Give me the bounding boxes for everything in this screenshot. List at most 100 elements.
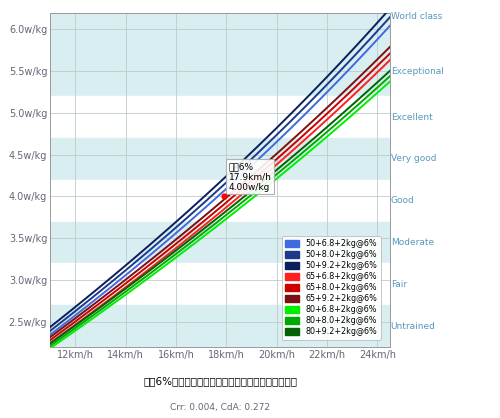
50+6.8+2kg@6% xyxy=(250,162,256,167)
Bar xyxy=(50,138,390,180)
80+9.2+2kg@6% xyxy=(255,183,261,188)
Line: 50+9.2+2kg@6%: 50+9.2+2kg@6% xyxy=(50,8,390,327)
50+6.8+2kg@6% xyxy=(48,331,54,336)
65+9.2+2kg@6% xyxy=(250,173,256,178)
65+9.2+2kg@6% xyxy=(387,44,393,49)
50+9.2+2kg@6% xyxy=(355,41,361,46)
Text: 勾配6%を登坂する際に装備重量と体重が及ぼす影響: 勾配6%を登坂する際に装備重量と体重が及ぼす影響 xyxy=(143,377,297,387)
65+8.0+2kg@6% xyxy=(387,51,393,56)
65+6.8+2kg@6% xyxy=(48,340,54,345)
65+9.2+2kg@6% xyxy=(48,334,54,339)
50+9.2+2kg@6% xyxy=(47,325,53,330)
65+9.2+2kg@6% xyxy=(355,76,361,81)
50+8.0+2kg@6% xyxy=(48,328,54,333)
Bar xyxy=(50,180,390,222)
Line: 80+9.2+2kg@6%: 80+9.2+2kg@6% xyxy=(50,71,390,344)
80+6.8+2kg@6% xyxy=(255,191,261,196)
80+8.0+2kg@6% xyxy=(48,343,54,348)
50+8.0+2kg@6% xyxy=(334,72,340,77)
80+6.8+2kg@6% xyxy=(387,79,393,84)
Text: Excellent: Excellent xyxy=(390,112,432,122)
50+8.0+2kg@6% xyxy=(355,49,361,54)
65+8.0+2kg@6% xyxy=(334,102,340,107)
80+8.0+2kg@6% xyxy=(248,192,254,197)
80+9.2+2kg@6% xyxy=(387,68,393,73)
Line: 65+6.8+2kg@6%: 65+6.8+2kg@6% xyxy=(50,60,390,343)
80+8.0+2kg@6% xyxy=(387,74,393,79)
80+6.8+2kg@6% xyxy=(250,196,256,201)
80+8.0+2kg@6% xyxy=(47,344,53,349)
65+8.0+2kg@6% xyxy=(248,179,254,184)
80+6.8+2kg@6% xyxy=(47,346,53,351)
50+8.0+2kg@6% xyxy=(255,150,261,155)
Line: 65+9.2+2kg@6%: 65+9.2+2kg@6% xyxy=(50,47,390,337)
Legend: 50+6.8+2kg@6%, 50+8.0+2kg@6%, 50+9.2+2kg@6%, 65+6.8+2kg@6%, 65+8.0+2kg@6%, 65+9.: 50+6.8+2kg@6%, 50+8.0+2kg@6%, 50+9.2+2kg… xyxy=(282,236,381,339)
65+6.8+2kg@6% xyxy=(255,178,261,183)
Bar xyxy=(50,96,390,138)
50+8.0+2kg@6% xyxy=(47,329,53,334)
80+8.0+2kg@6% xyxy=(255,187,261,192)
65+9.2+2kg@6% xyxy=(255,168,261,173)
65+9.2+2kg@6% xyxy=(47,335,53,340)
50+6.8+2kg@6% xyxy=(248,163,254,168)
Text: Untrained: Untrained xyxy=(390,321,436,331)
80+9.2+2kg@6% xyxy=(47,341,53,346)
80+6.8+2kg@6% xyxy=(48,345,54,350)
Text: Exceptional: Exceptional xyxy=(390,66,444,76)
50+8.0+2kg@6% xyxy=(250,155,256,161)
65+9.2+2kg@6% xyxy=(334,96,340,101)
50+6.8+2kg@6% xyxy=(355,57,361,62)
65+9.2+2kg@6% xyxy=(248,173,254,178)
80+9.2+2kg@6% xyxy=(48,340,54,345)
Bar xyxy=(50,263,390,305)
50+8.0+2kg@6% xyxy=(248,157,254,162)
50+9.2+2kg@6% xyxy=(250,149,256,154)
Bar xyxy=(50,46,390,96)
80+9.2+2kg@6% xyxy=(355,97,361,102)
65+6.8+2kg@6% xyxy=(387,58,393,63)
80+8.0+2kg@6% xyxy=(334,121,340,126)
Text: Fair: Fair xyxy=(390,280,407,289)
Text: Very good: Very good xyxy=(390,154,436,163)
Text: World class: World class xyxy=(390,12,442,21)
65+8.0+2kg@6% xyxy=(355,82,361,87)
50+6.8+2kg@6% xyxy=(334,80,340,85)
50+8.0+2kg@6% xyxy=(387,15,393,20)
Text: 勾配6%
17.9km/h
4.00w/kg: 勾配6% 17.9km/h 4.00w/kg xyxy=(229,162,272,192)
Line: 80+6.8+2kg@6%: 80+6.8+2kg@6% xyxy=(50,82,390,348)
65+6.8+2kg@6% xyxy=(355,88,361,93)
Bar xyxy=(50,305,390,347)
50+9.2+2kg@6% xyxy=(48,324,54,329)
Line: 65+8.0+2kg@6%: 65+8.0+2kg@6% xyxy=(50,54,390,340)
65+6.8+2kg@6% xyxy=(47,341,53,346)
Line: 50+6.8+2kg@6%: 50+6.8+2kg@6% xyxy=(50,25,390,335)
65+6.8+2kg@6% xyxy=(250,183,256,188)
50+6.8+2kg@6% xyxy=(387,23,393,28)
80+8.0+2kg@6% xyxy=(355,102,361,107)
50+9.2+2kg@6% xyxy=(387,6,393,11)
65+8.0+2kg@6% xyxy=(250,178,256,183)
50+9.2+2kg@6% xyxy=(255,143,261,148)
Line: 80+8.0+2kg@6%: 80+8.0+2kg@6% xyxy=(50,76,390,346)
Bar xyxy=(50,0,390,46)
Text: Moderate: Moderate xyxy=(390,238,434,247)
65+6.8+2kg@6% xyxy=(248,184,254,189)
Bar xyxy=(50,222,390,263)
Text: Crr: 0.004, CdA: 0.272: Crr: 0.004, CdA: 0.272 xyxy=(170,403,270,412)
50+6.8+2kg@6% xyxy=(255,157,261,162)
80+6.8+2kg@6% xyxy=(334,126,340,131)
50+9.2+2kg@6% xyxy=(248,150,254,155)
Text: Good: Good xyxy=(390,196,414,205)
80+6.8+2kg@6% xyxy=(355,107,361,112)
50+6.8+2kg@6% xyxy=(47,332,53,337)
65+8.0+2kg@6% xyxy=(48,337,54,342)
50+9.2+2kg@6% xyxy=(334,64,340,69)
65+6.8+2kg@6% xyxy=(334,108,340,113)
65+8.0+2kg@6% xyxy=(255,173,261,178)
Line: 50+8.0+2kg@6%: 50+8.0+2kg@6% xyxy=(50,17,390,331)
80+9.2+2kg@6% xyxy=(250,187,256,192)
80+9.2+2kg@6% xyxy=(248,189,254,194)
80+9.2+2kg@6% xyxy=(334,116,340,121)
65+8.0+2kg@6% xyxy=(47,338,53,343)
80+6.8+2kg@6% xyxy=(248,196,254,201)
